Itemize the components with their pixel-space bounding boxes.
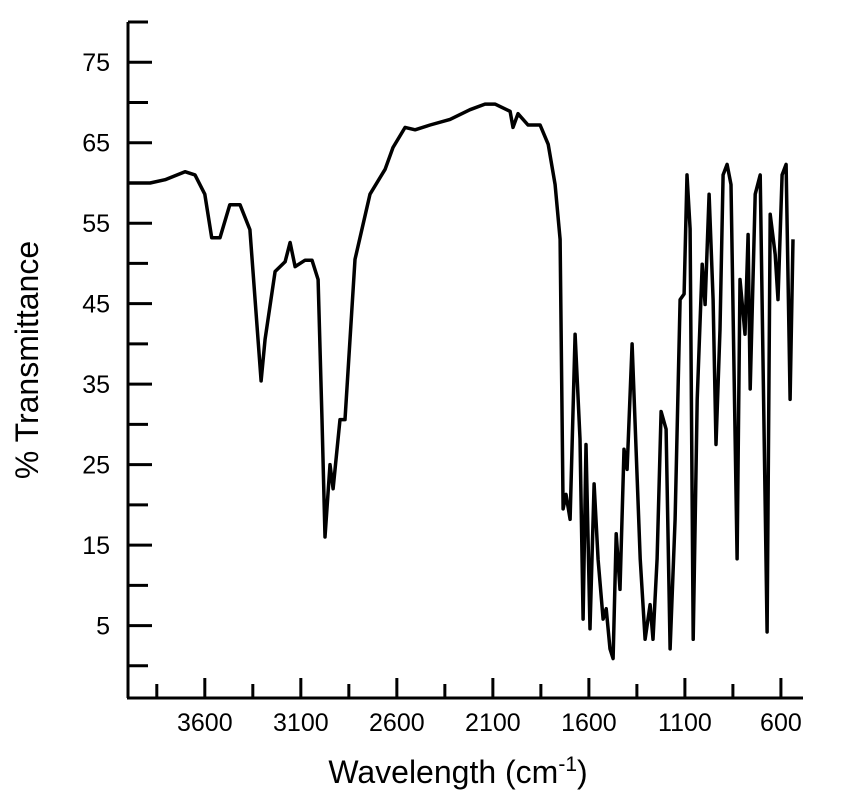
x-axis-title-sup: -1 (558, 753, 577, 776)
y-tick-label: 65 (82, 130, 110, 158)
x-tick-label: 3600 (177, 709, 233, 737)
y-tick-label: 15 (82, 532, 110, 560)
y-tick-label: 75 (82, 49, 110, 77)
y-tick-label: 55 (82, 210, 110, 238)
x-tick-label: 3100 (273, 709, 329, 737)
x-axis-title-main: Wavelength (cm (328, 754, 558, 790)
y-tick-label: 45 (82, 291, 110, 319)
x-tick-label: 1600 (561, 709, 617, 737)
y-tick-label: 35 (82, 371, 110, 399)
x-tick-label: 2600 (369, 709, 425, 737)
y-axis-title: % Transmittance (9, 241, 45, 479)
x-tick-label: 2100 (465, 709, 521, 737)
x-tick-label: 600 (760, 709, 802, 737)
x-tick-label: 1100 (658, 709, 712, 737)
y-tick-label: 5 (96, 613, 110, 641)
spectrum-line (128, 102, 795, 661)
y-tick-label: 25 (82, 452, 110, 480)
x-axis-title-end: ) (577, 754, 588, 790)
x-axis-title: Wavelength (cm-1) (328, 753, 587, 790)
